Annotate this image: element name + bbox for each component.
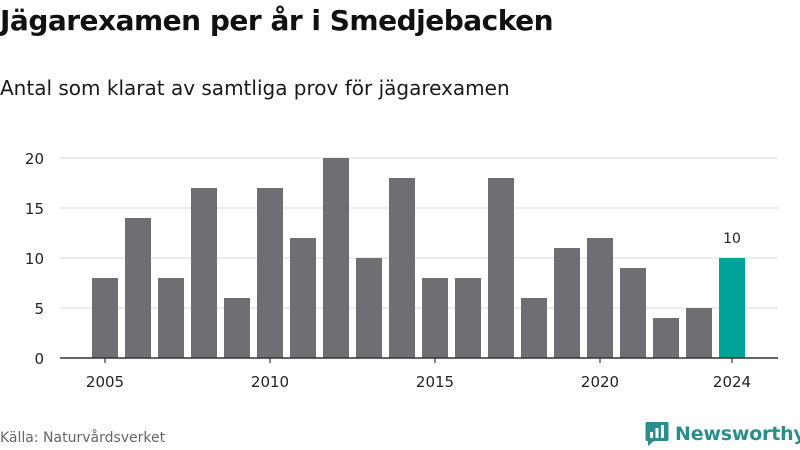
y-tick-label: 0 <box>34 350 44 368</box>
bar <box>620 268 646 358</box>
x-tick-label: 2015 <box>416 373 454 391</box>
bar <box>224 298 250 358</box>
chart-subtitle: Antal som klarat av samtliga prov för jä… <box>0 76 510 100</box>
x-tick-label: 2020 <box>581 373 619 391</box>
bar <box>389 178 415 358</box>
bar <box>356 258 382 358</box>
chart-title: Jägarexamen per år i Smedjebacken <box>0 4 554 37</box>
bar <box>719 258 745 358</box>
brand-name: Newsworthy <box>675 423 800 445</box>
x-axis: 2005 2010 2015 2020 2024 <box>60 357 778 391</box>
data-label: 10 <box>723 231 741 247</box>
x-tick-label: 2005 <box>86 373 124 391</box>
y-tick-label: 10 <box>25 250 44 268</box>
y-tick-label: 20 <box>25 150 44 168</box>
bar <box>422 278 448 358</box>
bar <box>455 278 481 358</box>
bar <box>554 248 580 358</box>
brand-logo[interactable]: Newsworthy <box>645 421 800 447</box>
bar <box>323 158 349 358</box>
bar <box>92 278 118 358</box>
y-tick-label: 15 <box>25 200 44 218</box>
bar <box>158 278 184 358</box>
bar <box>290 238 316 358</box>
x-tick-label: 2010 <box>251 373 289 391</box>
y-tick-label: 5 <box>34 300 44 318</box>
bar <box>686 308 712 358</box>
bar <box>488 178 514 358</box>
bar <box>587 238 613 358</box>
bars <box>92 158 745 358</box>
x-tick-label: 2024 <box>713 373 751 391</box>
bar <box>257 188 283 358</box>
bar <box>521 298 547 358</box>
newsworthy-chart-bubble-icon <box>645 422 669 446</box>
bar-chart: 0 5 10 15 20 2005 2010 2015 2020 2024 10 <box>25 150 778 391</box>
bar <box>125 218 151 358</box>
bar <box>653 318 679 358</box>
y-axis: 0 5 10 15 20 <box>25 150 44 368</box>
data-labels: 10 <box>723 231 741 247</box>
source-note: Källa: Naturvårdsverket <box>0 430 166 446</box>
bar <box>191 188 217 358</box>
